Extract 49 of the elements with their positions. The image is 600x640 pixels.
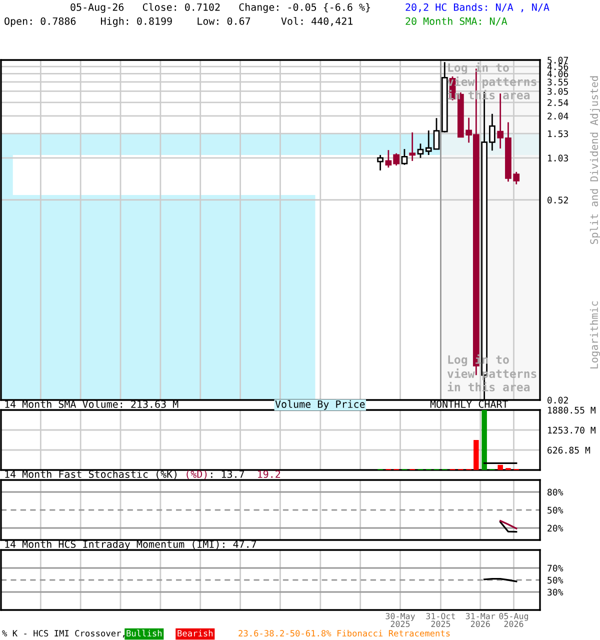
- y-tick-label: 50%: [548, 576, 564, 584]
- bar: [498, 464, 503, 470]
- text: Logarithmic: [590, 301, 600, 368]
- y-tick-label: 50%: [548, 506, 564, 514]
- y-tick-label: 3.55: [548, 78, 568, 86]
- y-tick-label: 4.06: [547, 70, 568, 78]
- chart-title: 14 Month HCS Intraday Momentum (IMI): 47.7: [5, 540, 256, 550]
- y-tick-label: 1.53: [548, 130, 568, 138]
- text: Bullish: [126, 630, 162, 637]
- y-tick-label: 2.04: [548, 112, 568, 120]
- text: Bearish: [178, 630, 213, 637]
- y-tick-label: 626.85 M: [548, 446, 590, 454]
- x-tick-label: 31-Mar 2026: [466, 612, 496, 628]
- y-tick-label: 5.07: [548, 56, 568, 64]
- text: % K - HCS IMI Crossover,: [2, 630, 124, 638]
- y-tick-label: 20%: [548, 524, 564, 532]
- y-tick-label: 0.52: [548, 196, 568, 204]
- bar: [482, 410, 487, 470]
- y-tick-label: 0.02: [548, 396, 568, 404]
- text: (%D): [186, 470, 207, 480]
- candlestick: [417, 142, 424, 159]
- y-tick-label: 2.54: [548, 99, 568, 106]
- y-tick-label: 1880.55 M: [548, 406, 596, 414]
- x-tick-label: 31-Oct 2025: [426, 612, 455, 628]
- y-tick-label: 4.56: [547, 63, 568, 70]
- text: 20,2 HC Bands: N/A , N/A: [406, 3, 550, 12]
- text: Split and Dividend Adjusted: [590, 76, 600, 244]
- candlestick: [401, 148, 408, 166]
- y-tick-label: 30%: [548, 588, 564, 596]
- bar: [474, 440, 479, 470]
- y-tick-label: 70%: [548, 564, 564, 572]
- y-tick-label: 1.03: [548, 154, 568, 162]
- x-tick-label: 05-Aug 2026: [499, 612, 528, 628]
- y-tick-label: 3.05: [548, 88, 568, 95]
- text: 23.6-38.2-50-61.8% Fibonacci Retracements: [238, 630, 450, 637]
- chart-title: 14 Month Fast Stochastic (%K): [5, 470, 177, 480]
- x-tick-label: 30-May 2025: [386, 612, 415, 628]
- text: 20 Month SMA: N/A: [406, 17, 508, 26]
- text: Volume By Price: [275, 400, 365, 410]
- text: : 13.7: [211, 470, 244, 478]
- candlestick: [409, 132, 416, 162]
- chart-title: 05-Aug-26 Close: 0.7102 Change: -0.05 {-6.6 %}: [70, 3, 370, 13]
- chart-title: 14 Month SMA Volume: 213.63 M: [5, 400, 178, 408]
- text: 19.2: [258, 470, 280, 478]
- y-tick-label: 1253.70 M: [548, 426, 596, 434]
- y-tick-label: 80%: [548, 488, 564, 496]
- candlestick: [377, 154, 384, 172]
- text: MONTHLY CHART: [430, 400, 508, 408]
- chart-subtitle: Open: 0.7886 High: 0.8199 Low: 0.67 Vol: 440,421: [4, 17, 353, 27]
